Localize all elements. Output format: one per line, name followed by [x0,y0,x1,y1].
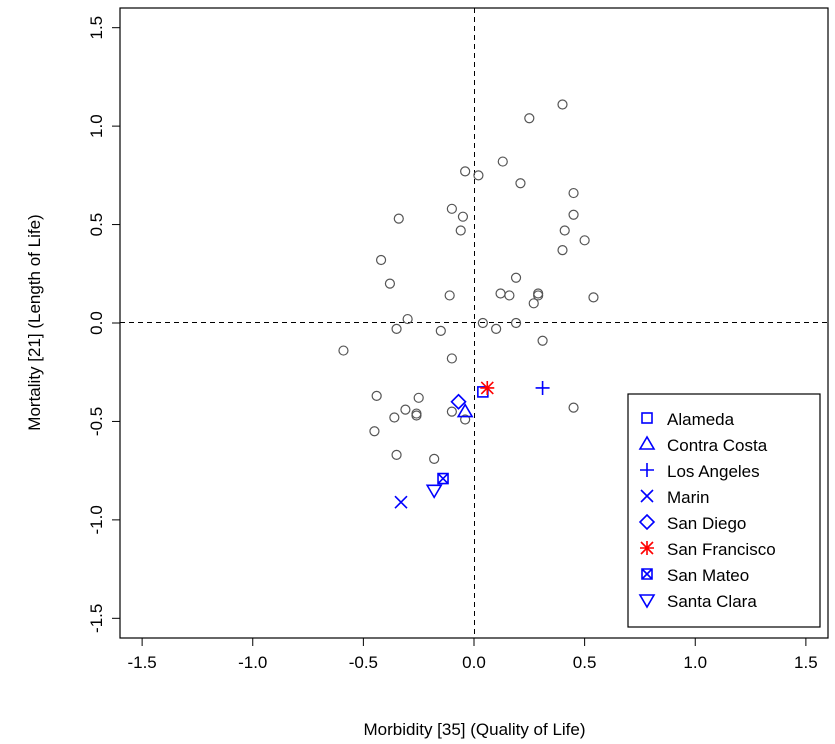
x-tick-label: -1.0 [238,653,267,672]
legend-label-marin: Marin [667,488,710,507]
data-point [497,156,508,167]
y-tick-label: 0.5 [87,213,106,237]
x-tick-label: -1.5 [127,653,156,672]
data-point [510,317,522,329]
data-point [524,113,535,124]
data-point [557,245,568,256]
legend-label-contra-costa: Contra Costa [667,436,768,455]
data-point [391,323,402,335]
point-san-mateo [437,472,449,485]
data-point [393,213,404,224]
data-point [460,166,471,177]
data-point [391,449,402,461]
legend-marker-san-mateo [641,568,653,580]
y-tick-label: -1.0 [87,505,106,534]
y-axis-title: Mortality [21] (Length of Life) [25,214,44,430]
point-san-francisco [480,380,495,395]
data-point [389,412,400,423]
data-point [444,290,455,301]
data-point [413,392,424,403]
y-tick-label: 1.0 [87,114,106,138]
data-point [557,99,568,110]
point-san-diego [450,393,467,410]
legend-label-alameda: Alameda [667,410,735,429]
data-point [460,414,471,425]
legend-label-san-francisco: San Francisco [667,540,776,559]
data-point [446,353,457,364]
data-point [510,272,522,283]
point-los-angeles [535,380,550,395]
data-point [446,203,457,214]
data-point [495,288,506,299]
legend-label-los-angeles: Los Angeles [667,462,760,481]
background-points [338,99,599,464]
legend-box [627,393,821,628]
data-point [369,426,380,437]
data-point [559,225,570,236]
data-point [338,345,349,356]
y-tick-label: 0.0 [87,311,106,335]
legend-marker-san-francisco [640,541,654,555]
x-tick-label: -0.5 [349,653,378,672]
data-point [429,453,440,464]
data-point [533,290,544,301]
x-tick-label: 0.5 [573,653,597,672]
highlighted-points [394,380,550,509]
data-point [384,278,396,289]
data-point [533,288,544,299]
y-tick-label: -1.5 [87,604,106,633]
y-tick-label: -0.5 [87,407,106,436]
y-axis: -1.5 -1.0 -0.5 0.0 0.5 1.0 1.5 [87,16,120,633]
data-point [568,187,579,199]
data-point [528,298,539,309]
legend-marker-alameda [641,412,653,424]
legend-label-santa-clara: Santa Clara [667,592,757,611]
x-tick-label: 0.0 [462,653,486,672]
data-point [568,209,579,220]
data-point [568,402,579,413]
legend-label-san-mateo: San Mateo [667,566,749,585]
data-point [491,323,502,335]
point-santa-clara [425,484,443,499]
data-point [588,292,599,303]
x-axis: -1.5 -1.0 -0.5 0.0 0.5 1.0 1.5 [127,638,818,672]
legend-label-san-diego: San Diego [667,514,746,533]
data-point [371,390,382,401]
data-point [457,211,469,222]
data-point [400,404,411,415]
legend-marker-san-diego [638,513,656,531]
data-point [473,170,484,181]
point-contra-costa [456,403,474,418]
data-point [579,235,590,246]
data-point [537,335,548,346]
legend: Alameda Contra Costa Los Angeles Marin San D… [627,393,821,628]
data-point [402,313,413,325]
legend-marker-los-angeles [640,463,654,477]
data-point [435,325,446,336]
x-axis-title: Morbidity [35] (Quality of Life) [363,720,585,739]
point-marin [394,495,408,509]
data-point [375,254,387,266]
y-tick-label: 1.5 [87,16,106,40]
legend-marker-contra-costa [638,435,656,450]
x-tick-label: 1.0 [683,653,707,672]
data-point [411,410,422,421]
data-point [455,225,466,236]
data-point [477,317,488,329]
legend-marker-santa-clara [638,594,656,609]
data-point [515,178,526,189]
x-tick-label: 1.5 [794,653,818,672]
legend-marker-marin [640,489,654,503]
data-point [446,406,457,417]
data-point [504,290,515,301]
data-point [411,408,422,419]
